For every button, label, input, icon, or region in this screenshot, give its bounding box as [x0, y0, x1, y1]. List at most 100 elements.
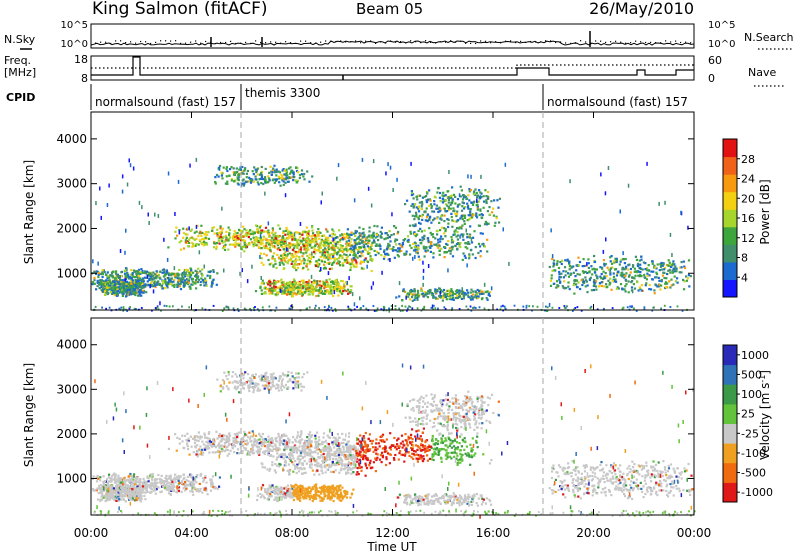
- data-cell-577: [207, 432, 210, 435]
- data-cell-2412: [406, 199, 409, 202]
- data-cell-3192: [551, 257, 554, 260]
- data-cell-1616: [335, 287, 339, 290]
- data-cell-1275: [345, 259, 348, 262]
- data-cell-940: [245, 234, 248, 238]
- data-cell-2553: [449, 197, 452, 200]
- data-cell-285: [176, 274, 179, 277]
- data-cell-3122: [583, 270, 586, 273]
- data-cell-2230: [394, 238, 397, 241]
- data-cell-2648: [255, 169, 258, 172]
- data-cell-3585: [135, 285, 138, 288]
- nave-right-tick-bottom: 0: [708, 72, 715, 85]
- data-cell-1217: [333, 259, 336, 262]
- data-cell-1212: [314, 243, 317, 246]
- data-cell-949: [199, 231, 202, 234]
- data-cell-1059: [312, 251, 316, 254]
- data-cell-1436: [343, 286, 346, 289]
- data-cell-2063: [358, 232, 361, 235]
- data-cell-2750: [268, 177, 271, 180]
- data-cell-1278: [346, 261, 349, 264]
- data-cell-2840: [673, 270, 676, 273]
- data-cell-3740: [456, 290, 459, 293]
- data-cell-559: [308, 240, 311, 243]
- data-cell-2390: [446, 218, 449, 221]
- data-cell-2262: [451, 200, 454, 203]
- data-cell-2552: [459, 185, 462, 188]
- data-cell-1368: [352, 232, 355, 235]
- data-cell-2941: [623, 268, 626, 271]
- data-cell-956: [268, 243, 271, 246]
- data-cell-692: [243, 250, 246, 253]
- data-cell-2618: [263, 176, 267, 179]
- data-cell-3527: [137, 283, 140, 286]
- data-cell-3203: [588, 278, 591, 281]
- data-cell-1784: [263, 292, 266, 295]
- power-colorbar-label: Power [dB]: [758, 179, 772, 244]
- data-cell-2607: [270, 170, 273, 173]
- data-cell-2020: [460, 226, 463, 229]
- data-cell-839: [267, 239, 271, 242]
- data-cell-57: [178, 477, 181, 480]
- data-cell-216: [130, 273, 133, 276]
- data-cell-3895: [148, 221, 150, 225]
- data-cell-3417: [122, 286, 125, 289]
- data-cell-3701: [444, 295, 447, 298]
- data-cell-3623: [426, 296, 429, 299]
- data-cell-1911: [393, 225, 396, 228]
- data-cell-2057: [325, 256, 328, 259]
- data-cell-3913: [189, 163, 191, 168]
- data-cell-397: [169, 483, 172, 486]
- data-cell-3033: [637, 264, 640, 268]
- data-cell-3138: [655, 271, 658, 274]
- data-cell-1985: [372, 239, 376, 242]
- data-cell-130: [112, 478, 115, 481]
- data-cell-2371: [472, 201, 475, 204]
- data-cell-281: [152, 484, 155, 488]
- data-cell-3221: [660, 261, 663, 265]
- data-cell-1053: [350, 250, 353, 254]
- data-cell-2969: [577, 256, 580, 259]
- data-cell-3182: [665, 285, 668, 288]
- data-cell-3848: [147, 212, 149, 217]
- data-cell-3168: [564, 259, 567, 262]
- data-cell-2660: [225, 167, 228, 171]
- noise-search-dot: [145, 41, 147, 43]
- data-cell-2443: [492, 207, 495, 210]
- data-cell-2154: [403, 252, 406, 255]
- data-cell-2350: [447, 198, 450, 201]
- data-cell-3157: [646, 274, 649, 278]
- data-cell-4036: [165, 305, 168, 308]
- data-cell-847: [303, 238, 307, 241]
- data-cell-2803: [609, 260, 612, 263]
- data-cell-2997: [576, 273, 579, 276]
- data-cell-210: [99, 279, 102, 282]
- data-cell-3649: [414, 293, 417, 296]
- data-cell-938: [228, 232, 231, 235]
- data-cell-947: [213, 242, 216, 245]
- data-cell-289: [210, 480, 213, 483]
- data-cell-2192: [399, 244, 402, 247]
- data-cell-2124: [388, 244, 391, 247]
- data-cell-1323: [295, 263, 298, 266]
- data-cell-239: [164, 277, 167, 280]
- data-cell-2136: [440, 235, 443, 238]
- data-cell-270: [151, 278, 154, 281]
- data-cell-3057: [560, 262, 563, 266]
- data-cell-3066: [611, 266, 614, 269]
- data-cell-2668: [258, 178, 261, 181]
- data-cell-1984: [433, 243, 436, 246]
- data-cell-796: [277, 224, 280, 227]
- data-cell-488: [188, 271, 191, 275]
- data-cell-268: [110, 480, 113, 483]
- data-cell-2053: [350, 233, 353, 236]
- noise-search-dot: [165, 40, 167, 42]
- data-cell-3798: [410, 161, 412, 166]
- data-cell-2481: [467, 207, 470, 210]
- data-cell-2204: [367, 235, 370, 238]
- data-cell-3016: [578, 273, 581, 276]
- data-cell-775: [239, 237, 242, 240]
- data-cell-288: [216, 272, 219, 275]
- data-cell-474: [188, 285, 191, 288]
- data-cell-1235: [369, 257, 372, 260]
- data-cell-2546: [410, 204, 413, 207]
